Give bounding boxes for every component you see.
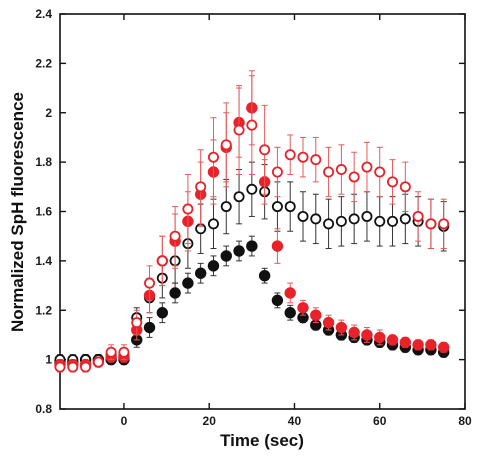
data-point <box>284 307 296 319</box>
data-point <box>169 230 181 242</box>
data-point <box>131 317 143 329</box>
data-point <box>233 124 245 136</box>
data-point <box>284 149 296 161</box>
data-point <box>271 201 283 213</box>
data-point <box>271 294 284 307</box>
x-axis-title: Time (sec) <box>220 431 304 450</box>
data-point <box>207 218 219 230</box>
data-point <box>374 166 386 178</box>
data-point <box>144 277 156 289</box>
data-point <box>374 215 386 227</box>
data-point <box>310 213 322 225</box>
data-point <box>169 287 181 299</box>
data-point <box>246 240 258 252</box>
data-point <box>259 144 271 156</box>
data-point <box>425 218 437 230</box>
data-point <box>284 201 296 213</box>
data-point <box>54 361 66 373</box>
y-tick-label: 0.8 <box>35 402 52 416</box>
data-point <box>348 213 360 225</box>
data-point <box>246 119 258 131</box>
series-0 <box>54 75 450 373</box>
x-tick-label: 60 <box>373 414 387 428</box>
y-tick-label: 1.6 <box>35 205 52 219</box>
data-point <box>335 164 347 176</box>
data-point <box>399 181 411 193</box>
data-point <box>386 334 399 346</box>
data-point <box>387 176 399 188</box>
data-point <box>194 267 207 279</box>
data-point <box>323 166 335 178</box>
data-point <box>399 213 411 225</box>
data-point <box>361 329 373 341</box>
data-point <box>412 210 424 222</box>
y-tick-label: 1.2 <box>35 303 52 317</box>
data-point <box>310 154 322 166</box>
data-point <box>374 331 386 344</box>
data-point <box>438 218 450 230</box>
data-point <box>207 260 220 272</box>
x-tick-label: 80 <box>458 414 472 428</box>
data-point <box>207 151 219 163</box>
data-point <box>297 151 309 163</box>
data-point <box>271 166 283 178</box>
data-point <box>361 161 373 173</box>
data-point <box>246 183 258 195</box>
data-point <box>182 277 194 289</box>
series-2 <box>54 161 450 366</box>
data-point <box>387 215 399 227</box>
data-series <box>54 70 450 373</box>
data-point <box>348 171 360 183</box>
data-point <box>297 210 309 222</box>
x-tick-label: 0 <box>121 414 128 428</box>
data-point <box>105 346 117 358</box>
data-point <box>258 269 271 282</box>
y-axis-title: Normalized SpH fluorescence <box>8 92 27 332</box>
data-point <box>348 326 360 339</box>
y-tick-label: 1 <box>45 353 52 367</box>
data-point <box>220 201 232 213</box>
data-point <box>67 361 79 373</box>
data-point <box>156 255 168 267</box>
y-tick-label: 2 <box>45 106 52 120</box>
data-point <box>412 339 424 351</box>
data-point <box>92 356 104 368</box>
y-tick-label: 2.4 <box>35 7 52 21</box>
x-tick-label: 20 <box>203 414 217 428</box>
data-point <box>425 339 437 351</box>
data-point <box>361 210 373 222</box>
x-tick-label: 40 <box>288 414 302 428</box>
data-point <box>220 250 232 262</box>
y-tick-label: 2.2 <box>35 56 52 70</box>
data-point <box>118 346 130 358</box>
data-point <box>284 287 296 299</box>
data-point <box>271 240 284 252</box>
y-tick-label: 1.8 <box>35 155 52 169</box>
y-tick-label: 1.4 <box>35 254 52 268</box>
data-point <box>335 215 347 227</box>
data-point <box>297 302 309 314</box>
data-point <box>80 361 92 373</box>
data-point <box>310 309 322 321</box>
data-point <box>399 336 412 349</box>
data-point <box>335 321 348 334</box>
data-point <box>182 203 194 215</box>
data-point <box>143 321 156 334</box>
data-point <box>233 245 245 257</box>
data-point <box>323 218 335 230</box>
data-point <box>220 139 232 151</box>
data-point <box>156 307 169 319</box>
data-point <box>437 341 450 353</box>
data-point <box>322 316 335 329</box>
data-point <box>195 181 207 193</box>
data-point <box>233 191 245 203</box>
